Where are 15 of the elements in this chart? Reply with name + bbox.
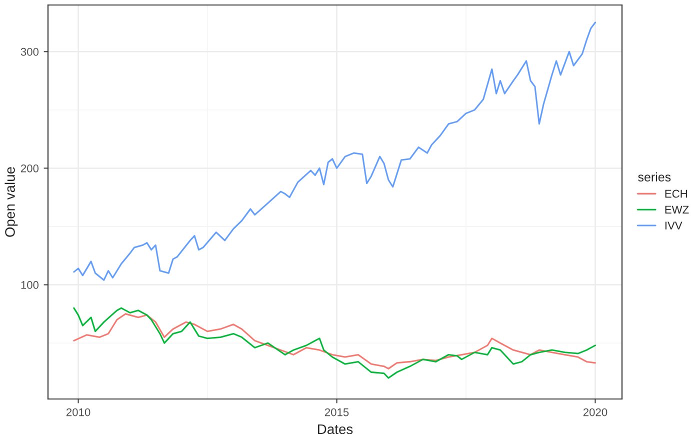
- x-tick-label: 2015: [324, 408, 349, 416]
- x-tick-label: 2010: [66, 408, 90, 416]
- legend-label: ECH: [665, 190, 687, 198]
- y-tick-label: 100: [21, 281, 39, 289]
- x-tick-label: 2020: [583, 408, 608, 416]
- line-series: [73, 22, 596, 281]
- line-series: [73, 307, 596, 379]
- y-tick-label: 200: [20, 164, 39, 172]
- legend-title: series: [638, 172, 671, 182]
- y-tick-label: 300: [20, 48, 39, 56]
- line-series: [73, 313, 596, 370]
- x-axis-title: Dates: [318, 424, 353, 434]
- legend-label: EWZ: [665, 206, 689, 214]
- y-axis-title: Open value: [4, 167, 18, 237]
- legend-label: IVV: [665, 222, 682, 230]
